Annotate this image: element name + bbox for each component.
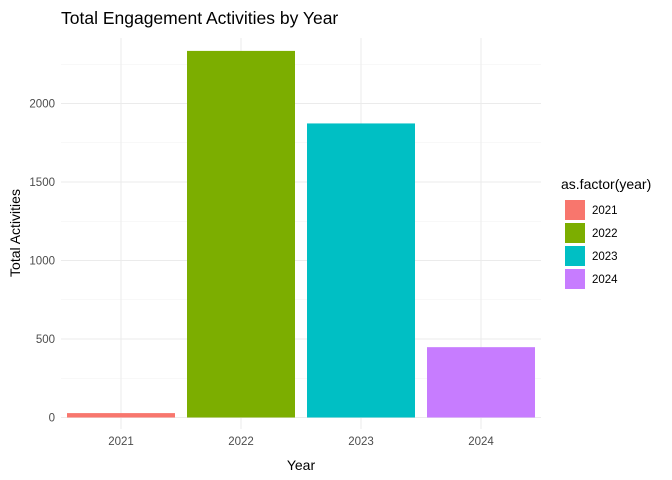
legend-key-2024 — [565, 269, 585, 289]
x-axis-title: Year — [287, 457, 316, 473]
legend-label: 2022 — [592, 228, 618, 240]
y-tick-label: 500 — [36, 334, 55, 346]
legend-title: as.factor(year) — [561, 176, 651, 192]
y-axis-ticks: 0 500 1000 1500 2000 — [29, 99, 55, 425]
bar-2022 — [187, 50, 295, 418]
legend-label: 2023 — [592, 251, 618, 263]
legend-items: 2021 2022 2023 2024 — [565, 200, 618, 289]
legend-label: 2024 — [592, 274, 618, 286]
bar-2021 — [67, 413, 175, 418]
bar-2023 — [307, 123, 415, 418]
legend-key-2022 — [565, 223, 585, 243]
y-tick-label: 0 — [49, 413, 55, 425]
x-axis-ticks: 2021 2022 2023 2024 — [108, 436, 494, 448]
bar-2024 — [427, 347, 535, 418]
x-tick-label: 2023 — [348, 436, 374, 448]
y-tick-label: 1500 — [29, 177, 55, 189]
x-tick-label: 2022 — [228, 436, 254, 448]
legend: as.factor(year) 2021 2022 2023 2024 — [561, 176, 651, 289]
bars — [67, 50, 535, 418]
chart-title: Total Engagement Activities by Year — [61, 8, 338, 28]
legend-key-2021 — [565, 200, 585, 220]
legend-label: 2021 — [592, 205, 618, 217]
y-axis-title: Total Activities — [7, 189, 23, 277]
y-tick-label: 2000 — [29, 99, 55, 111]
y-tick-label: 1000 — [29, 256, 55, 268]
legend-key-2023 — [565, 246, 585, 266]
x-tick-label: 2021 — [108, 436, 134, 448]
x-tick-label: 2024 — [468, 436, 494, 448]
